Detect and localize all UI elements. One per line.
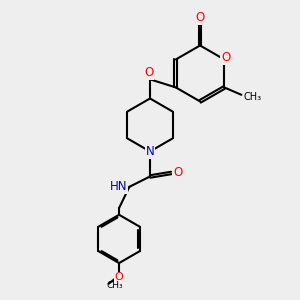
Text: O: O [195,11,205,24]
Text: CH₃: CH₃ [107,281,123,290]
Text: O: O [221,51,230,64]
Text: N: N [146,145,154,158]
Text: CH₃: CH₃ [244,92,262,102]
Text: O: O [173,167,182,179]
Text: O: O [144,66,153,80]
Text: HN: HN [110,180,127,193]
Text: O: O [115,272,124,283]
